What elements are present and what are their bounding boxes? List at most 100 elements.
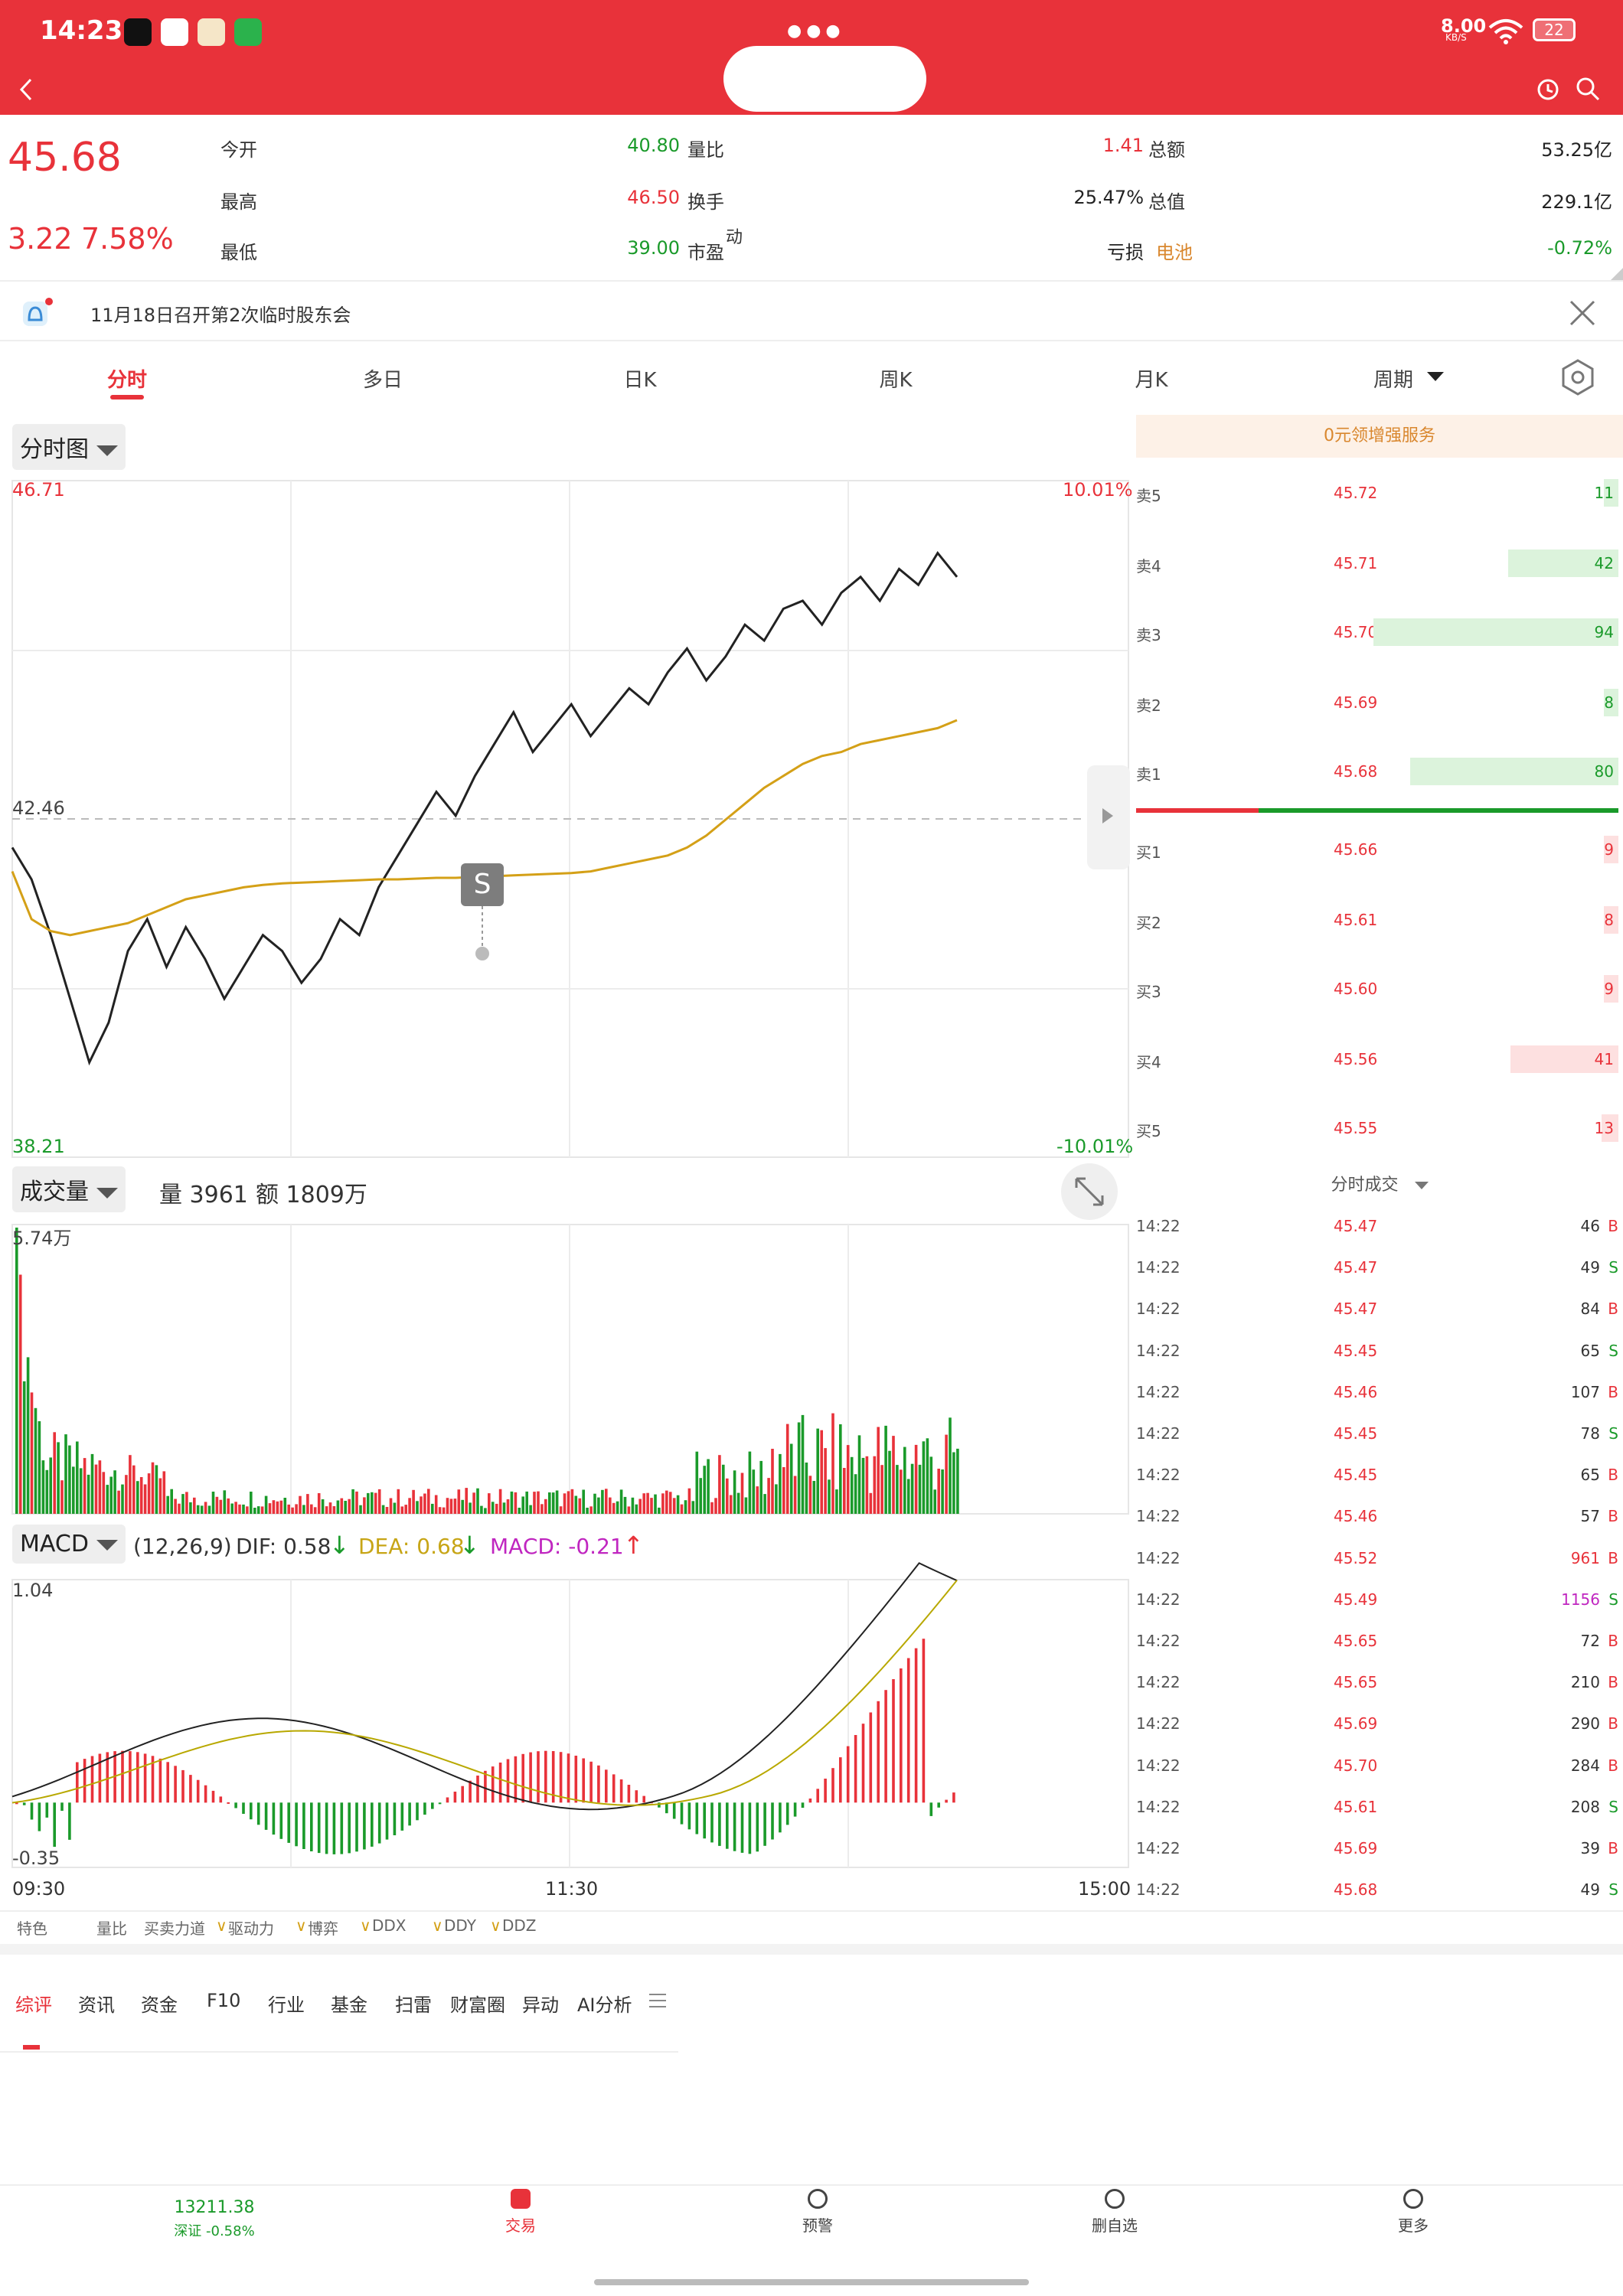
bid-row[interactable]: 买1 45.66 9 [1136,834,1623,865]
info-tab-6[interactable]: 扫雷 [395,1994,432,2016]
index-widget[interactable]: 13211.38 深证 -0.58% [153,2198,276,2240]
volume-bar [906,1479,910,1514]
notice-bar[interactable]: 11月18日召开第2次临时股东会 [0,283,1623,341]
macd-bar [892,1679,895,1803]
ask-row[interactable]: 卖1 45.68 80 [1136,756,1623,787]
chart-mode-dropdown[interactable]: 分时图 [12,424,126,470]
volume-bar [661,1493,665,1514]
info-tab-4[interactable]: 行业 [268,1994,305,2016]
indicator-0[interactable]: 特色 [17,1919,47,1938]
bid-row[interactable]: 买5 45.55 13 [1136,1113,1623,1143]
indicator-6[interactable]: DDY [444,1916,476,1935]
notice-text: 11月18日召开第2次临时股东会 [90,305,351,326]
quote-panel: 45.68 3.22 7.58% 今开 40.80 量比 1.41 总额 53.25亿 最高… [0,115,1623,282]
macd-dropdown[interactable]: MACD [12,1525,126,1564]
tick-time: 14:22 [1136,1839,1181,1857]
volume-bar [268,1503,272,1514]
volume-bar [377,1489,381,1514]
macd-bar [529,1752,532,1803]
indicator-3[interactable]: 驱动力 [228,1919,274,1938]
back-icon[interactable] [15,77,38,103]
info-tab-2[interactable]: 资金 [141,1994,178,2016]
bid-row[interactable]: 买2 45.61 8 [1136,905,1623,935]
tab-4[interactable]: 月K [1135,369,1168,392]
more-dots-icon[interactable]: ●●● [787,21,845,41]
fullscreen-button[interactable] [1061,1163,1118,1220]
indicator-7[interactable]: DDZ [502,1916,537,1935]
tab-3[interactable]: 周K [879,369,913,392]
home-indicator[interactable] [594,2279,1029,2285]
tab-2[interactable]: 日K [623,369,657,392]
alarm-icon[interactable] [1534,75,1562,103]
indicator-2[interactable]: 买卖力道 [144,1919,205,1938]
macd-bar [824,1779,827,1803]
indicator-5[interactable]: DDX [372,1916,407,1935]
volume-bar [279,1500,283,1514]
info-tab-indicator [23,2045,40,2050]
ask-price: 45.70 [1334,623,1378,641]
volume-bar [740,1473,744,1514]
macd-bar [846,1746,850,1803]
info-tab-7[interactable]: 财富圈 [450,1994,505,2016]
tick-price: 45.65 [1334,1632,1378,1650]
ticks-dropdown-icon [1414,1182,1429,1189]
tick-row: 14:22 45.70 284 B [1136,1750,1623,1781]
macd-bar [635,1790,638,1803]
volume-dropdown[interactable]: 成交量 [12,1166,126,1212]
pe-suffix: 动 [726,228,743,247]
info-tab-3[interactable]: F10 [207,1990,241,2011]
tab-0[interactable]: 分时 [106,369,147,392]
promo-banner[interactable]: 0元领增强服务 [1136,415,1623,458]
tick-time: 14:22 [1136,1590,1181,1609]
macd-bar [234,1802,237,1808]
pct-top-label: 10.01% [1063,479,1133,501]
macd-bar [605,1769,608,1803]
nav-item-2[interactable]: 删自选 [1053,2189,1176,2236]
ticks-header[interactable]: 分时成交 [1136,1166,1623,1205]
macd-bar [567,1753,570,1803]
intraday-chart[interactable] [11,550,958,1066]
volume-bar [952,1452,955,1514]
expand-corner-icon[interactable] [1611,268,1623,280]
macd-bar [627,1785,631,1803]
volume-bar [627,1506,631,1514]
info-tab-0[interactable]: 综评 [15,1994,52,2016]
ask-row[interactable]: 卖4 45.71 42 [1136,548,1623,579]
info-tab-1[interactable]: 资讯 [78,1994,115,2016]
info-tab-9[interactable]: AI分析 [577,1994,632,2016]
tick-volume: 210 [1570,1673,1600,1691]
info-tab-8[interactable]: 异动 [522,1994,559,2016]
period-dropdown-icon[interactable] [1427,372,1444,381]
sell-marker[interactable]: S [461,863,504,906]
volume-chart[interactable] [15,1228,959,1514]
volume-bar [914,1444,918,1514]
nav-item-3[interactable]: 更多 [1352,2189,1474,2236]
macd-chart[interactable] [11,1562,958,1854]
nav-item-1[interactable]: 预警 [756,2189,879,2236]
ask-row[interactable]: 卖5 45.72 11 [1136,478,1623,508]
ask-row[interactable]: 卖2 45.69 8 [1136,687,1623,718]
ask-row[interactable]: 卖3 45.70 94 [1136,617,1623,647]
volume-bar [132,1465,136,1514]
collapse-orderbook-handle[interactable] [1087,765,1130,869]
close-icon[interactable] [1568,298,1597,328]
settings-icon[interactable] [1559,358,1597,396]
tab-1[interactable]: 多日 [362,369,403,392]
indicator-4[interactable]: 博弈 [308,1919,338,1938]
ask-volume: 80 [1594,762,1614,781]
search-icon[interactable] [1574,75,1602,103]
macd-bar [166,1762,169,1803]
section-gap [0,1944,1623,1955]
menu-icon[interactable] [648,1991,668,2010]
indicator-1[interactable]: 量比 [96,1919,127,1938]
bid-row[interactable]: 买3 45.60 9 [1136,974,1623,1004]
price-line[interactable] [11,550,958,1066]
info-tab-5[interactable]: 基金 [331,1994,367,2016]
bid-row[interactable]: 买4 45.56 41 [1136,1044,1623,1075]
tick-volume: 72 [1580,1632,1600,1650]
bottom-nav-divider [0,2184,1623,2186]
nav-item-0[interactable]: 交易 [459,2189,582,2236]
bid-volume-bar [1602,1114,1618,1142]
tick-volume: 49 [1580,1880,1600,1899]
tab-5[interactable]: 周期 [1373,369,1413,392]
